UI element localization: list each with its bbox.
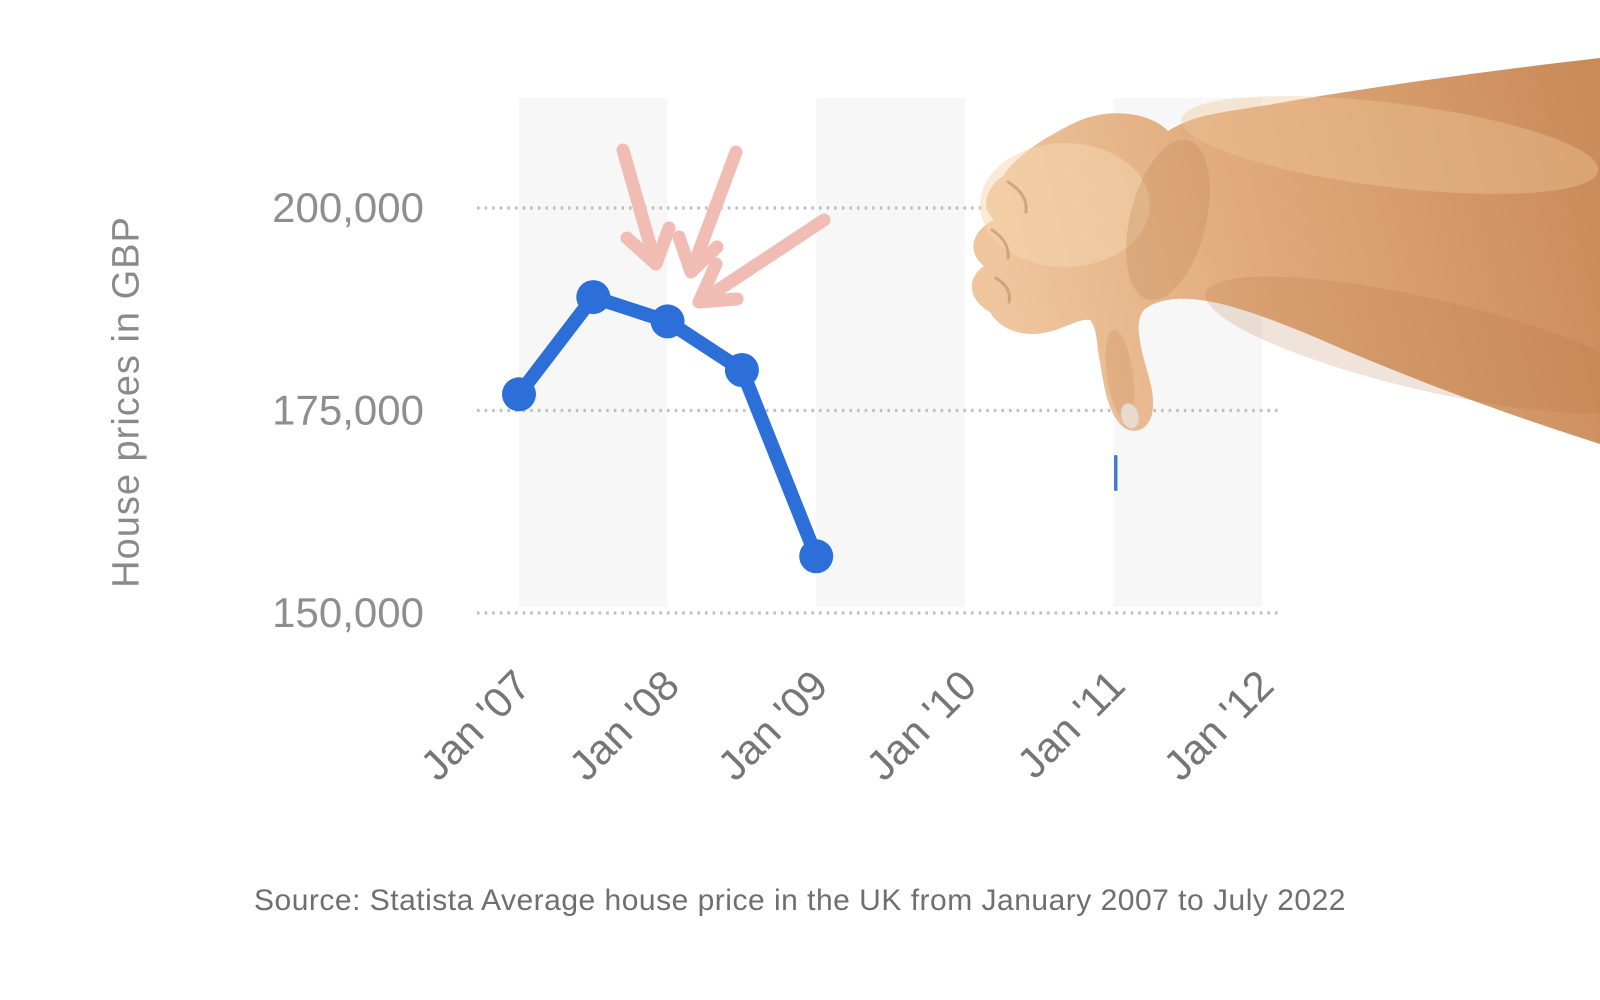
data-point-marker bbox=[502, 377, 536, 412]
data-point-marker bbox=[799, 539, 834, 574]
knuckle-creases bbox=[990, 180, 1028, 304]
data-point-marker bbox=[576, 280, 611, 315]
y-axis-tick-labels: 200,000 175,000 150,000 bbox=[272, 184, 424, 636]
year-band bbox=[519, 98, 668, 607]
thumbs-down-hand-image bbox=[971, 58, 1600, 444]
pink-arrow-shaft bbox=[696, 213, 831, 307]
stray-blue-line-artifact bbox=[1114, 455, 1118, 491]
pink-arrow-head bbox=[672, 230, 724, 279]
fist-highlight bbox=[980, 143, 1150, 267]
pink-arrow-head bbox=[620, 221, 676, 271]
x-tick-label: Jan '10 bbox=[857, 661, 985, 789]
y-axis-title: House prices in GBP bbox=[105, 216, 148, 588]
thumb-nail bbox=[1120, 402, 1140, 430]
arm-shadow bbox=[1205, 276, 1600, 414]
pink-arrow-shaft bbox=[616, 143, 662, 269]
y-tick-label: 175,000 bbox=[272, 387, 424, 434]
data-point-marker bbox=[724, 353, 759, 387]
pink-arrow-head bbox=[692, 257, 744, 309]
thumb-shadow bbox=[1105, 329, 1135, 421]
year-band bbox=[816, 98, 965, 607]
x-tick-label: Jan '08 bbox=[560, 661, 688, 789]
arm-highlight bbox=[1181, 96, 1599, 194]
y-tick-label: 150,000 bbox=[272, 589, 424, 636]
wrist-shadow bbox=[1126, 139, 1210, 301]
y-tick-label: 200,000 bbox=[272, 184, 424, 231]
x-tick-label: Jan '11 bbox=[1008, 661, 1134, 787]
price-line-series bbox=[502, 280, 834, 574]
x-tick-label: Jan '12 bbox=[1154, 661, 1282, 789]
x-axis-tick-labels: Jan '07 Jan '08 Jan '09 Jan '10 Jan '11 Jan '… bbox=[411, 661, 1282, 789]
pink-arrow-shaft bbox=[685, 145, 743, 277]
peak-annotation-arrows bbox=[616, 143, 831, 309]
source-caption: Source: Statista Average house price in … bbox=[254, 884, 1346, 917]
x-tick-label: Jan '07 bbox=[411, 661, 539, 789]
x-tick-label: Jan '09 bbox=[708, 661, 836, 789]
data-point-marker bbox=[650, 304, 685, 339]
